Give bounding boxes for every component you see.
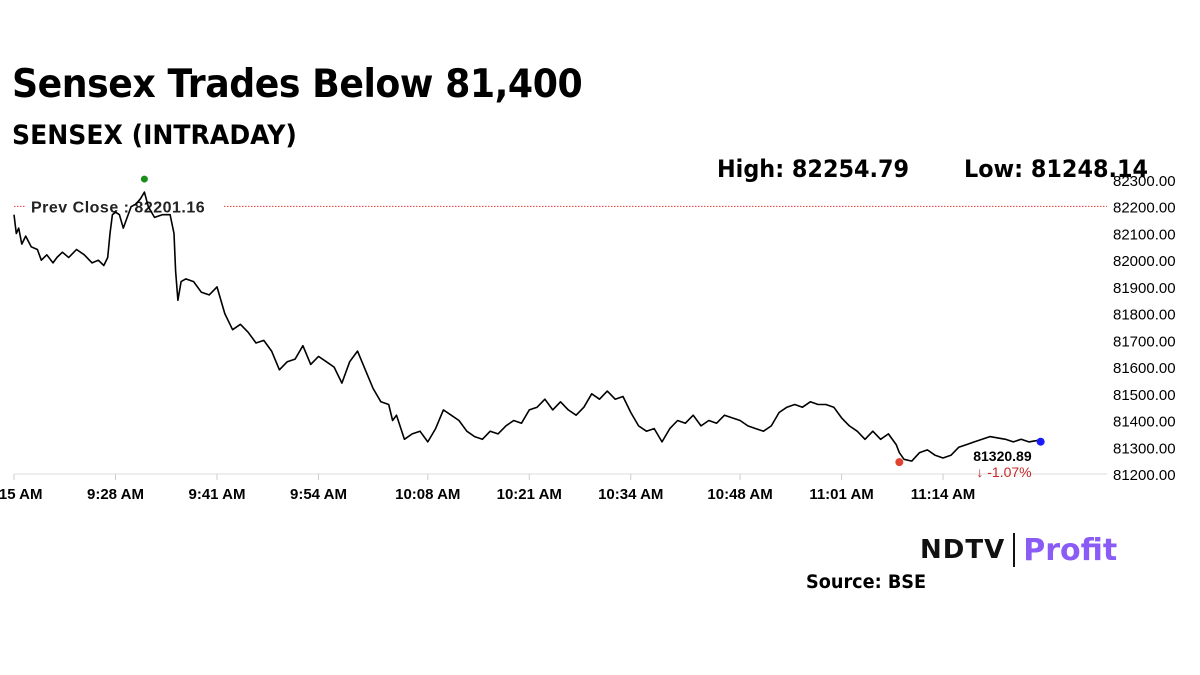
- prev-close-label-bg: [26, 195, 224, 217]
- low-value: Low: 81248.14: [964, 155, 1149, 183]
- change-percent-label: ↓ -1.07%: [976, 464, 1031, 480]
- y-tick-label: 81300.00: [1113, 440, 1176, 457]
- y-tick-label: 81700.00: [1113, 333, 1176, 350]
- y-tick-label: 81500.00: [1113, 387, 1176, 404]
- high-value: High: 82254.79: [717, 155, 910, 183]
- ndtv-profit-logo: NDTV Profit: [920, 530, 1117, 570]
- y-tick-label: 81600.00: [1113, 360, 1176, 377]
- headline: Sensex Trades Below 81,400: [12, 62, 583, 107]
- x-tick-label: 10:48 AM: [707, 486, 772, 503]
- x-tick-label: 9:54 AM: [290, 486, 347, 503]
- x-tick-label: 9:28 AM: [87, 486, 144, 503]
- y-tick-label: 82300.00: [1113, 173, 1176, 190]
- logo-ndtv-text: NDTV: [920, 535, 1006, 565]
- last-price-label: 81320.89: [973, 448, 1032, 464]
- x-tick-label: 11:14 AM: [911, 486, 975, 503]
- source-note: Source: BSE: [806, 571, 927, 593]
- logo-profit-text: Profit: [1023, 532, 1118, 568]
- y-tick-label: 82200.00: [1113, 200, 1176, 217]
- prev-close-label: Prev Close : 82201.16: [31, 199, 205, 216]
- y-tick-label: 81800.00: [1113, 307, 1176, 324]
- low-marker: [895, 458, 904, 467]
- x-tick-label: 10:21 AM: [497, 486, 562, 503]
- logo-divider: [1013, 533, 1016, 567]
- x-tick-label: 10:34 AM: [598, 486, 663, 503]
- sensex-price-line: [13, 191, 1041, 462]
- x-tick-label: 9:41 AM: [189, 486, 246, 503]
- y-tick-label: 81400.00: [1113, 414, 1176, 431]
- last-price-marker: [1036, 437, 1045, 446]
- y-tick-label: 81200.00: [1113, 467, 1176, 484]
- y-tick-label: 82100.00: [1113, 226, 1176, 243]
- high-marker: [140, 175, 148, 183]
- x-tick-label: 11:01 AM: [809, 486, 873, 503]
- y-tick-label: 82000.00: [1113, 253, 1176, 270]
- x-tick-label: 10:08 AM: [395, 486, 460, 503]
- chart-title: SENSEX (INTRADAY): [12, 120, 297, 151]
- y-tick-label: 81900.00: [1113, 280, 1176, 297]
- x-tick-label: 9:15 AM: [0, 486, 42, 503]
